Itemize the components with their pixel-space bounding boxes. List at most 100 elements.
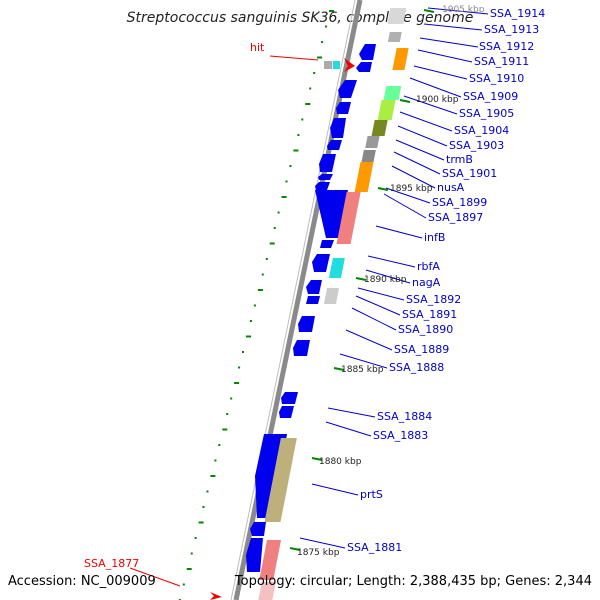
tick-dot: [321, 41, 324, 43]
gene-block: [306, 296, 320, 304]
tick-dot: [261, 273, 264, 276]
gene-label-link[interactable]: trmB: [446, 153, 473, 166]
gene-label-link[interactable]: SSA_1905: [459, 107, 515, 120]
gene-label-link[interactable]: SSA_1903: [449, 139, 505, 152]
gene-label-link[interactable]: infB: [424, 231, 446, 244]
gene-blocks-reverse: [246, 44, 376, 572]
kbp-tick: [355, 277, 367, 281]
gene-block: [320, 240, 334, 248]
gene-label-link[interactable]: SSA_1899: [432, 196, 488, 209]
gene-label-link[interactable]: SSA_1890: [398, 323, 454, 336]
kbp-tick: [333, 367, 345, 371]
gene-label-link[interactable]: SSA_1914: [490, 7, 546, 20]
gene-block: [392, 48, 409, 70]
gene-label-link[interactable]: SSA_1884: [377, 410, 433, 423]
hit-arrow: [344, 58, 355, 72]
leader-line: [385, 187, 431, 204]
gene-label-link[interactable]: rbfA: [417, 260, 440, 273]
tick-dot: [325, 25, 327, 28]
gene-block: [387, 32, 402, 42]
leader-line: [351, 307, 397, 331]
gene-block: [258, 582, 276, 600]
tick-dot: [285, 180, 288, 183]
gene-label-link[interactable]: SSA_1901: [442, 167, 498, 180]
kbp-tick-label: 1875 kbp: [297, 548, 340, 558]
leader-line: [383, 193, 427, 219]
tick-dot: [305, 103, 311, 105]
tick-dot: [253, 304, 256, 307]
gene-label-link[interactable]: SSA_1913: [484, 23, 540, 36]
hit-arrow: [210, 592, 222, 600]
kbp-tick: [399, 99, 411, 103]
gene-label-link[interactable]: SSA_1892: [406, 293, 462, 306]
gene-label-link[interactable]: SSA_1897: [428, 211, 484, 224]
leader-line: [129, 567, 181, 587]
leader-line: [395, 139, 445, 161]
leader-line: [399, 111, 453, 132]
gene-block: [306, 280, 322, 294]
kbp-tick-marks: [289, 9, 435, 551]
gene-label-link[interactable]: prtS: [360, 488, 383, 501]
tick-dot: [249, 320, 252, 322]
gene-label-link[interactable]: SSA_1881: [347, 541, 403, 554]
gene-block: [336, 102, 351, 114]
kbp-tick-label: 1895 kbp: [390, 184, 433, 194]
leader-line: [413, 65, 468, 80]
gene-block: [246, 538, 263, 572]
kbp-tick-label: 1905 kbp: [442, 5, 485, 15]
gene-label-link[interactable]: SSA_1889: [394, 343, 450, 356]
gene-block: [259, 540, 282, 580]
gene-label-link[interactable]: SSA_1912: [479, 40, 535, 53]
gene-label-link[interactable]: SSA_1904: [454, 124, 510, 137]
gene-label-link[interactable]: nusA: [437, 181, 465, 194]
gene-block: [328, 258, 345, 278]
gene-label-link[interactable]: nagA: [412, 276, 441, 289]
hit-markers: [210, 58, 355, 600]
tick-dot: [238, 366, 241, 369]
kbp-tick-label: 1890 kbp: [364, 275, 407, 285]
leader-line: [403, 95, 458, 115]
leader-line: [397, 125, 448, 147]
leader-line: [365, 269, 411, 284]
tick-dot: [309, 87, 312, 90]
gene-block: [371, 120, 388, 136]
tick-dot: [214, 459, 217, 462]
leader-line: [269, 55, 319, 61]
tick-dot: [206, 490, 209, 493]
tick-dot: [289, 165, 292, 167]
tick-dot: [218, 444, 221, 446]
tick-dot: [222, 428, 228, 431]
tick-dot: [198, 521, 204, 524]
gene-block: [315, 190, 348, 238]
hit-label-link[interactable]: hit: [250, 41, 265, 54]
tick-dot: [234, 382, 240, 384]
tick-dot: [230, 397, 233, 400]
gene-block: [293, 340, 310, 356]
kbp-tick: [377, 187, 389, 191]
tick-dot: [182, 583, 185, 586]
tick-dot: [281, 196, 287, 198]
gene-block: [319, 154, 336, 172]
tick-dot: [329, 10, 334, 12]
kbp-tick-label: 1885 kbp: [341, 365, 384, 375]
gene-label-link[interactable]: SSA_1911: [474, 55, 530, 68]
gene-label-link[interactable]: SSA_1910: [469, 72, 525, 85]
leader-line: [355, 295, 401, 316]
kbp-tick-label: 1900 kbp: [416, 95, 459, 105]
hit-label-link[interactable]: SSA_1877: [84, 557, 140, 570]
leader-line: [409, 77, 462, 98]
gene-block: [383, 86, 402, 100]
gene-label-link[interactable]: SSA_1883: [373, 429, 429, 442]
gene-label-link[interactable]: SSA_1888: [389, 361, 445, 374]
gene-label-link[interactable]: SSA_1909: [463, 90, 519, 103]
gene-block: [279, 406, 294, 418]
genome-summary-text: Topology: circular; Length: 2,388,435 bp…: [234, 574, 592, 589]
tick-dot: [293, 149, 299, 152]
accession-text: Accession: NC_009009: [8, 574, 156, 589]
leader-line: [325, 421, 372, 437]
gene-label-link[interactable]: SSA_1891: [402, 308, 458, 321]
gene-block: [298, 316, 315, 332]
tick-dot: [194, 537, 197, 539]
gene-block: [387, 8, 407, 24]
leader-line: [367, 255, 416, 268]
